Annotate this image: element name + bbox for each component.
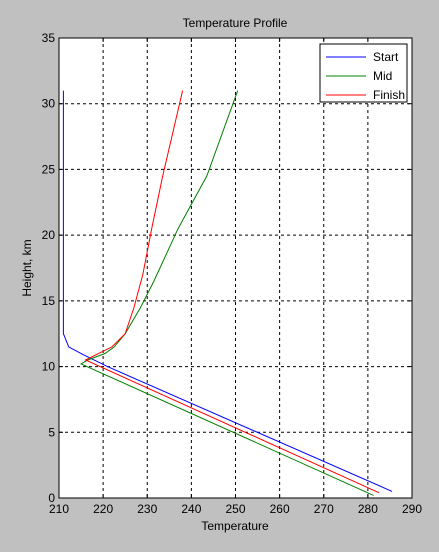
x-tick-label: 220 bbox=[93, 502, 113, 516]
legend-box bbox=[319, 43, 408, 103]
x-tick-label: 260 bbox=[270, 502, 290, 516]
x-tick-label: 280 bbox=[358, 502, 378, 516]
legend-label-mid: Mid bbox=[373, 69, 392, 83]
y-tick-label: 0 bbox=[48, 491, 55, 505]
y-tick-label: 35 bbox=[42, 31, 56, 45]
x-tick-label: 270 bbox=[314, 502, 334, 516]
axis-ticks: 210 220 230 240 250 260 270 280 290 0 5 10 15 20 25 30 3… bbox=[42, 31, 423, 516]
chart-title: Temperature Profile bbox=[183, 16, 288, 30]
y-tick-label: 10 bbox=[42, 360, 56, 374]
y-tick-label: 5 bbox=[48, 425, 55, 439]
legend: Start Mid Finish bbox=[319, 43, 408, 103]
series-line-start bbox=[62, 90, 393, 492]
x-tick-label: 210 bbox=[49, 502, 69, 516]
legend-label-start: Start bbox=[373, 50, 399, 64]
x-tick-label: 290 bbox=[402, 502, 422, 516]
y-tick-label: 20 bbox=[42, 228, 56, 242]
grid-lines bbox=[59, 38, 412, 498]
y-tick-label: 15 bbox=[42, 294, 56, 308]
y-axis-label: Height, km bbox=[20, 239, 34, 296]
legend-items: Start Mid Finish bbox=[326, 50, 405, 102]
series-layer bbox=[62, 90, 393, 496]
plot-frame bbox=[58, 37, 413, 499]
x-axis-label: Temperature bbox=[201, 519, 269, 533]
x-tick-label: 250 bbox=[225, 502, 245, 516]
y-tick-label: 25 bbox=[42, 162, 56, 176]
series-line-finish bbox=[84, 90, 380, 494]
legend-label-finish: Finish bbox=[373, 88, 405, 102]
x-tick-label: 240 bbox=[181, 502, 201, 516]
y-tick-label: 30 bbox=[42, 97, 56, 111]
x-tick-label: 230 bbox=[137, 502, 157, 516]
